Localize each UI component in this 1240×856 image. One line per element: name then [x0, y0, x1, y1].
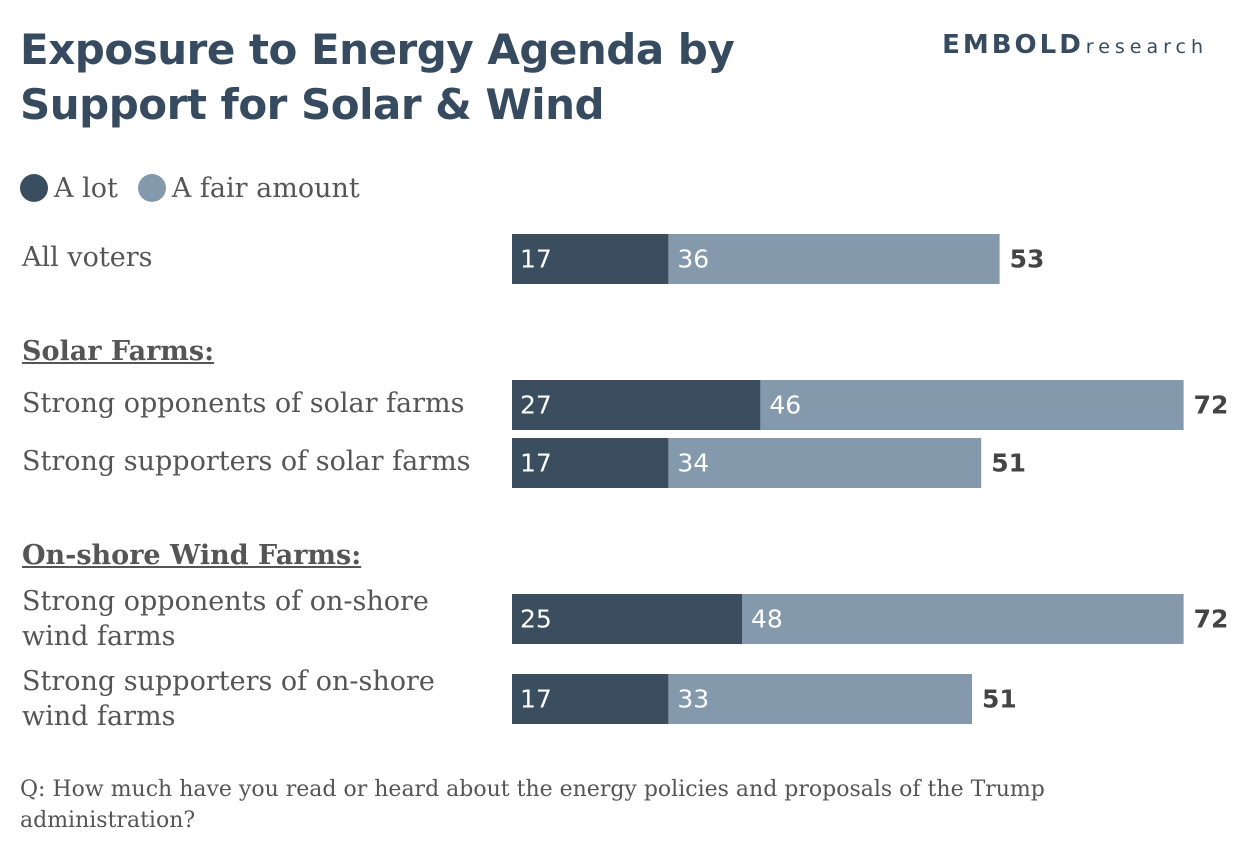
total-label-wind-supporters: 51 — [982, 685, 1017, 714]
total-label-wind-opponents: 72 — [1194, 605, 1229, 634]
bar-a-lot-wind-supporters — [512, 674, 669, 724]
bar-a-lot-solar-opponents — [512, 380, 761, 430]
legend-item-a-lot: A lot — [20, 173, 118, 204]
row-label-wind-opponents: Strong opponents of on-shore wind farms — [22, 586, 429, 652]
bar-a-lot-all-voters — [512, 234, 669, 284]
bar-a-fair-amount-wind-opponents — [742, 594, 1184, 644]
legend-swatch-a-lot — [20, 174, 48, 202]
section-heading-wind: On-shore Wind Farms: — [22, 540, 362, 571]
bar-a-fair-amount-solar-opponents — [760, 380, 1184, 430]
brand-name: EMBOLD — [942, 30, 1084, 60]
bar-a-fair-amount-all-voters — [668, 234, 1000, 284]
legend-label-a-lot: A lot — [54, 172, 118, 204]
row-label-all-voters: All voters — [22, 242, 153, 273]
row-label-wind-supporters: Strong supporters of on-shore wind farms — [22, 666, 435, 732]
value-label-a-fair-amount-all-voters: 36 — [677, 245, 709, 274]
bar-a-fair-amount-solar-supporters — [668, 438, 982, 488]
row-label-solar-opponents: Strong opponents of solar farms — [22, 388, 465, 419]
value-label-a-lot-wind-opponents: 25 — [520, 605, 552, 634]
legend-swatch-a-fair-amount — [137, 174, 166, 202]
value-label-a-lot-solar-opponents: 27 — [520, 391, 552, 420]
section-heading-solar: Solar Farms: — [22, 336, 215, 367]
legend: A lot A fair amount — [20, 170, 380, 206]
chart-title: Exposure to Energy Agenda by Support for… — [20, 25, 735, 129]
value-label-a-lot-solar-supporters: 17 — [520, 449, 552, 478]
total-label-solar-supporters: 51 — [991, 449, 1026, 478]
total-label-solar-opponents: 72 — [1194, 391, 1229, 420]
value-label-a-fair-amount-wind-opponents: 48 — [751, 605, 783, 634]
bar-a-lot-wind-opponents — [512, 594, 742, 644]
value-label-a-lot-all-voters: 17 — [520, 245, 552, 274]
value-label-a-fair-amount-solar-supporters: 34 — [677, 449, 709, 478]
brand-logo: EMBOLD research — [942, 30, 1208, 60]
bar-a-lot-solar-supporters — [512, 438, 669, 488]
value-label-a-lot-wind-supporters: 17 — [520, 685, 552, 714]
brand-suffix: research — [1085, 36, 1208, 58]
total-label-all-voters: 53 — [1010, 245, 1045, 274]
value-label-a-fair-amount-wind-supporters: 33 — [677, 685, 709, 714]
bar-a-fair-amount-wind-supporters — [668, 674, 972, 724]
value-label-a-fair-amount-solar-opponents: 46 — [769, 391, 801, 420]
footnote: Q: How much have you read or heard about… — [20, 777, 1045, 833]
legend-label-a-fair-amount: A fair amount — [171, 172, 360, 204]
row-label-solar-supporters: Strong supporters of solar farms — [22, 446, 471, 477]
legend-item-a-fair-amount: A fair amount — [137, 172, 360, 204]
